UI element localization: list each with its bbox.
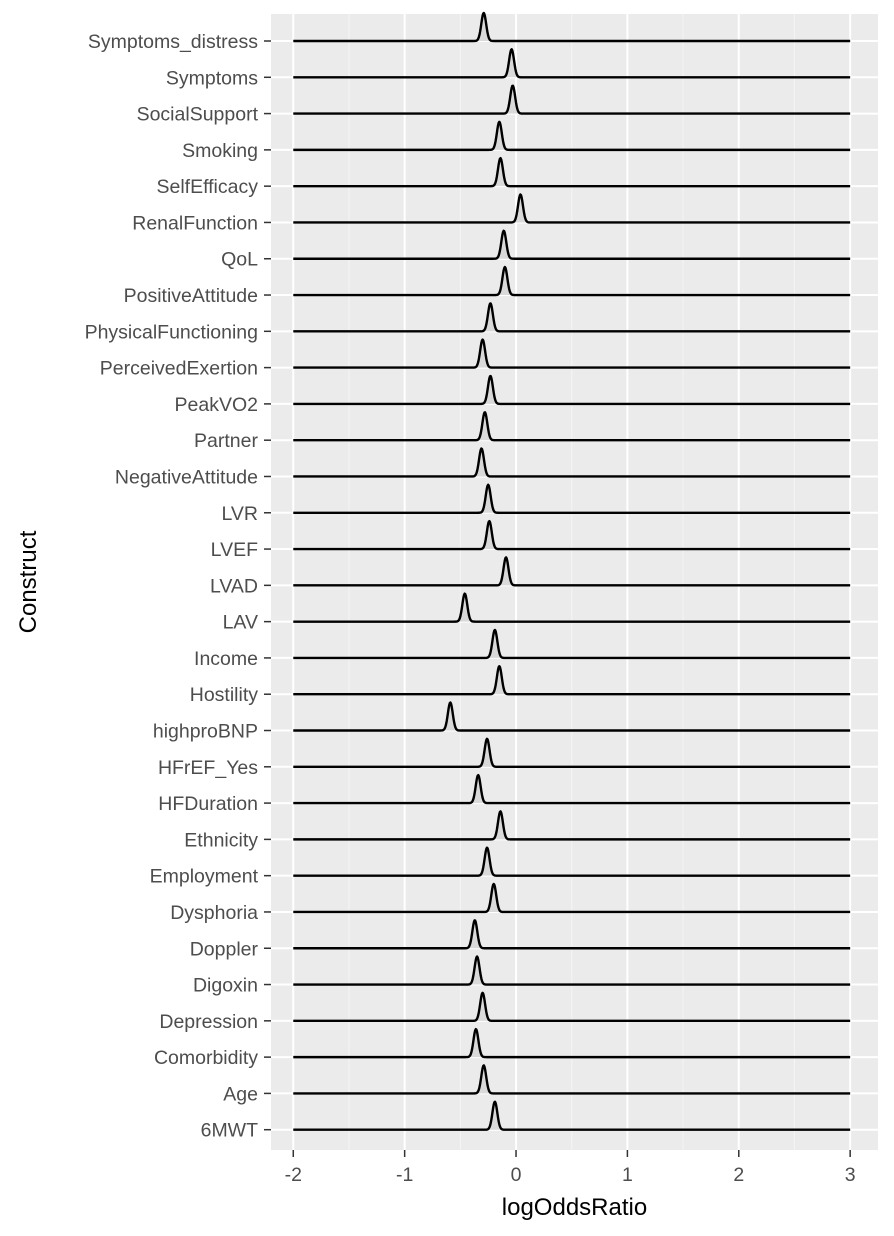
y-tick-label: Hostility — [190, 684, 259, 706]
y-tick-label: RenalFunction — [132, 212, 258, 234]
y-tick-label: LVEF — [211, 539, 258, 561]
ridge-Digoxin — [292, 955, 851, 986]
x-tick-label: 2 — [733, 1164, 744, 1186]
y-tick-label: Symptoms — [166, 67, 258, 89]
y-tick-label: Comorbidity — [154, 1047, 258, 1069]
y-tick-label: QoL — [221, 249, 258, 271]
ridge-SelfEfficacy — [292, 157, 851, 188]
ridge-Depression — [292, 991, 851, 1023]
x-tick-label: -2 — [285, 1164, 302, 1186]
ridge-HFDuration — [292, 773, 851, 805]
plot-panel — [271, 14, 878, 1150]
y-tick-label: PeakVO2 — [175, 394, 258, 416]
ridge-LVR — [292, 483, 851, 514]
y-tick-label: Depression — [159, 1011, 258, 1033]
ridge-LVAD — [292, 556, 851, 587]
y-tick-label: NegativeAttitude — [115, 466, 258, 488]
ridge-Smoking — [292, 120, 851, 152]
ridge-NegativeAttitude — [292, 447, 851, 478]
y-tick-label: PositiveAttitude — [124, 285, 258, 307]
y-tick-label: Ethnicity — [184, 829, 258, 851]
y-tick-label: 6MWT — [201, 1120, 258, 1142]
ridge-6MWT — [292, 1100, 851, 1131]
y-tick-label: LVAD — [210, 575, 258, 597]
ridge-PerceivedExertion — [292, 338, 851, 369]
y-tick-label: Employment — [150, 866, 259, 888]
ridge-PeakVO2 — [292, 374, 851, 406]
y-tick-label: PhysicalFunctioning — [85, 321, 258, 343]
y-tick-label: PerceivedExertion — [100, 358, 258, 380]
y-tick-label: HFrEF_Yes — [158, 757, 258, 779]
ridge-Symptoms_distress — [292, 11, 851, 43]
y-tick-label: SocialSupport — [137, 104, 259, 126]
ridge-Income — [292, 628, 851, 660]
ridge-Employment — [292, 846, 851, 877]
ridge-LAV — [292, 592, 851, 623]
ridge-Doppler — [292, 919, 851, 950]
y-tick-label: Age — [223, 1083, 258, 1105]
ridge-RenalFunction — [292, 193, 851, 224]
y-tick-label: Partner — [194, 430, 258, 452]
y-tick-label: Doppler — [190, 938, 259, 960]
ridge-Age — [292, 1064, 851, 1095]
x-axis-title: logOddsRatio — [502, 1194, 647, 1221]
x-tick-label: -1 — [396, 1164, 413, 1186]
ridge-HFrEF_Yes — [292, 737, 851, 768]
ridge-Symptoms — [292, 48, 851, 79]
ridge-QoL — [292, 229, 851, 260]
ridge-PositiveAttitude — [292, 265, 851, 297]
ridge-Ethnicity — [292, 810, 851, 841]
y-tick-label: Smoking — [182, 140, 258, 162]
y-axis-title: Construct — [15, 530, 42, 633]
y-tick-label: Income — [194, 648, 258, 670]
ridge-highproBNP — [292, 701, 851, 732]
y-axis: Symptoms_distress Symptoms SocialSupport Sm… — [85, 31, 271, 1142]
y-tick-label: LVR — [222, 503, 259, 525]
ridge-Dysphoria — [292, 882, 851, 914]
y-tick-label: Dysphoria — [170, 902, 258, 924]
y-tick-label: Symptoms_distress — [88, 31, 258, 53]
y-tick-label: highproBNP — [153, 721, 258, 743]
ridge-Hostility — [292, 665, 851, 696]
ridge-SocialSupport — [292, 84, 851, 115]
x-tick-label: 0 — [511, 1164, 522, 1186]
y-tick-label: LAV — [223, 612, 258, 634]
x-tick-label: 1 — [622, 1164, 633, 1186]
ridge-PhysicalFunctioning — [292, 302, 851, 333]
x-axis: -2 -1 0 1 2 3 — [285, 1150, 856, 1186]
y-tick-label: SelfEfficacy — [156, 176, 258, 198]
ridges — [292, 11, 851, 1131]
x-tick-label: 3 — [845, 1164, 856, 1186]
ridge-Partner — [292, 411, 851, 442]
ridge-Comorbidity — [292, 1027, 851, 1059]
ridge-LVEF — [292, 519, 851, 551]
y-tick-label: HFDuration — [158, 793, 258, 815]
y-tick-label: Digoxin — [193, 975, 258, 997]
